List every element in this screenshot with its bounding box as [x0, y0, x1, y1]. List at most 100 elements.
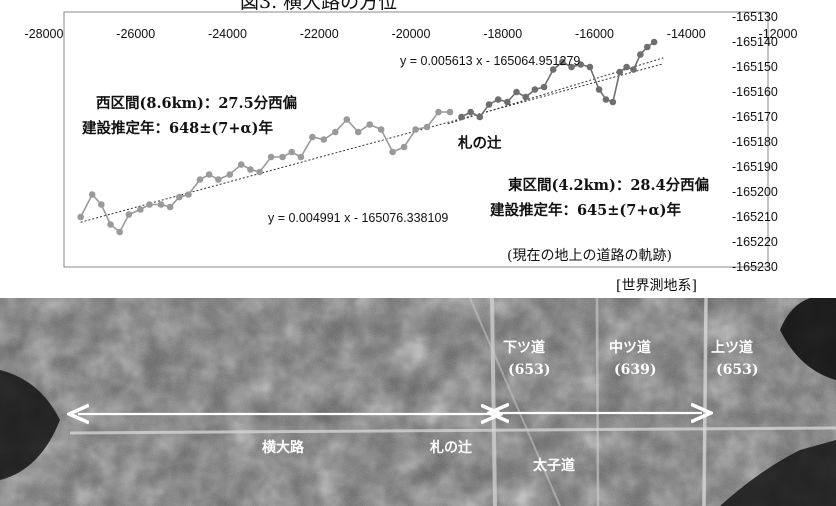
east-trend-equation: y = 0.005613 x - 165064.951279 [400, 54, 580, 68]
y-tick-label: -165170 [732, 110, 778, 124]
west-section-label: 西区間(8.6km)：27.5分西偏 [96, 94, 297, 112]
data-point [116, 228, 123, 236]
data-point [643, 43, 651, 51]
data-point [586, 63, 594, 71]
data-point [215, 176, 222, 183]
data-point [504, 98, 511, 106]
x-tick-label: -14000 [667, 27, 706, 41]
taishi-michi-label: 太子道 [533, 457, 575, 474]
x-tick-label: -18000 [483, 27, 522, 41]
data-point [366, 121, 374, 128]
data-point [568, 63, 575, 71]
data-point [549, 66, 557, 73]
data-point [476, 113, 484, 121]
data-point [279, 153, 286, 161]
y-tick-label: -165160 [732, 85, 778, 99]
y-tick-label: -165210 [732, 210, 778, 224]
kamitsu-michi-road [702, 297, 708, 506]
data-point [297, 153, 305, 161]
data-point [577, 61, 585, 68]
data-point [377, 126, 385, 133]
data-point [494, 96, 502, 103]
data-point [531, 86, 539, 93]
data-point [107, 221, 114, 228]
west-build-year: 建設推定年：648±(7+α)年 [82, 119, 274, 137]
x-tick-label: -20000 [392, 27, 431, 41]
y-tick-label: -165180 [732, 135, 778, 149]
data-point [467, 108, 474, 116]
data-point [226, 171, 234, 178]
fuda-no-tsuji-label: 札の辻 [429, 439, 472, 456]
data-point [237, 161, 245, 168]
data-point [650, 38, 658, 46]
x-axis-tick-labels: -28000 -26000 -24000 -22000 -20000 -18000 -160… [25, 27, 798, 41]
data-point [623, 63, 630, 71]
data-point [77, 213, 84, 221]
data-point [354, 128, 362, 136]
data-point [88, 191, 96, 198]
data-point [400, 143, 408, 151]
y-tick-label: -165230 [732, 260, 778, 274]
data-point [559, 58, 566, 66]
data-point [522, 93, 529, 101]
y-tick-label: -165150 [732, 60, 778, 74]
data-point [609, 98, 617, 106]
x-tick-label: -12000 [759, 27, 798, 41]
yoko-oji-road [69, 426, 836, 435]
x-tick-label: -24000 [208, 27, 247, 41]
data-point [343, 116, 351, 123]
datum-label: [世界測地系] [616, 278, 697, 294]
kamitsu-michi-year: (653) [716, 362, 758, 378]
x-tick-label: -16000 [575, 27, 614, 41]
data-point [166, 203, 174, 211]
satellite-photo: 下ツ道 (653) 中ツ道 (639) 上ツ道 (653) 横大路 札の辻 太子… [0, 297, 836, 506]
data-point [185, 191, 192, 198]
center-crossing-label: 札の辻 [457, 134, 502, 152]
kamitsu-michi-label: 上ツ道 [711, 339, 753, 356]
nakatsu-michi-label: 中ツ道 [609, 339, 651, 356]
west-trend-equation: y = 0.004991 x - 165076.338109 [268, 211, 448, 225]
data-point [309, 133, 316, 141]
y-tick-label: -165220 [732, 235, 778, 249]
east-section-label: 東区間(4.2km)：28.4分西偏 [508, 176, 709, 194]
east-build-year: 建設推定年：645±(7+α)年 [490, 201, 682, 219]
y-axis-tick-labels: -165130 -165140 -165150 -165160 -165170 -1651… [732, 10, 778, 274]
data-point [458, 113, 465, 121]
data-point [540, 83, 548, 91]
x-tick-label: -26000 [116, 27, 155, 41]
data-point [389, 148, 396, 156]
data-point [435, 108, 442, 116]
data-point [205, 171, 213, 178]
chart-frame [63, 11, 769, 268]
data-point [423, 123, 431, 131]
taishi-michi-road [469, 297, 561, 506]
y-tick-label: -165140 [732, 35, 778, 49]
data-point [196, 176, 204, 183]
shimotsu-michi-label: 下ツ道 [503, 339, 545, 356]
y-tick-label: -165190 [732, 160, 778, 174]
x-tick-label: -28000 [25, 27, 64, 41]
data-point [146, 201, 153, 208]
data-point [98, 201, 105, 208]
data-point [256, 168, 263, 176]
data-point [288, 148, 296, 156]
y-tick-label: -165130 [732, 10, 778, 24]
data-point [320, 136, 328, 143]
data-series [77, 38, 658, 236]
data-point [595, 86, 603, 93]
data-point [602, 96, 610, 103]
data-point [176, 193, 183, 201]
shimotsu-michi-road [490, 297, 497, 506]
yoko-oji-label: 横大路 [262, 439, 305, 456]
data-point [630, 66, 637, 73]
road-trace-note: (現在の地上の道路の軌跡) [507, 248, 672, 264]
data-point [513, 88, 520, 96]
data-point [125, 211, 133, 218]
data-point [616, 68, 624, 76]
data-point [485, 101, 493, 108]
data-point [267, 153, 275, 161]
data-point [247, 166, 254, 173]
data-point [446, 108, 454, 116]
nakatsu-michi-year: (639) [614, 362, 656, 378]
